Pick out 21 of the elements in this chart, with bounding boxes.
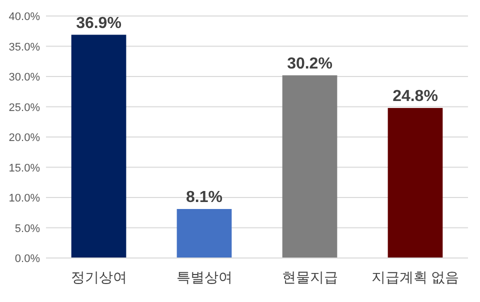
y-tick-label: 25.0% xyxy=(8,102,40,114)
data-label: 24.8% xyxy=(392,88,438,105)
y-tick-label: 35.0% xyxy=(8,41,40,54)
x-tick-label: 지급계획 없음 xyxy=(371,269,460,285)
x-tick-label: 현물지급 xyxy=(282,269,338,285)
x-tick-label: 정기상여 xyxy=(70,269,127,285)
y-tick-label: 20.0% xyxy=(8,132,40,144)
y-tick-label: 30.0% xyxy=(8,72,40,84)
bar xyxy=(176,208,232,258)
data-label: 36.9% xyxy=(76,14,122,32)
y-tick-label: 15.0% xyxy=(8,162,40,174)
y-tick-label: 40.0% xyxy=(8,11,40,23)
data-label: 8.1% xyxy=(186,188,222,206)
bar xyxy=(71,34,126,258)
x-tick-label: 특별상여 xyxy=(176,269,232,285)
bar xyxy=(388,108,443,258)
y-tick-label: 10.0% xyxy=(8,192,40,204)
y-tick-label: 0.0% xyxy=(14,253,40,265)
bar xyxy=(282,75,338,258)
data-label: 30.2% xyxy=(287,55,332,72)
y-tick-label: 5.0% xyxy=(14,222,40,235)
